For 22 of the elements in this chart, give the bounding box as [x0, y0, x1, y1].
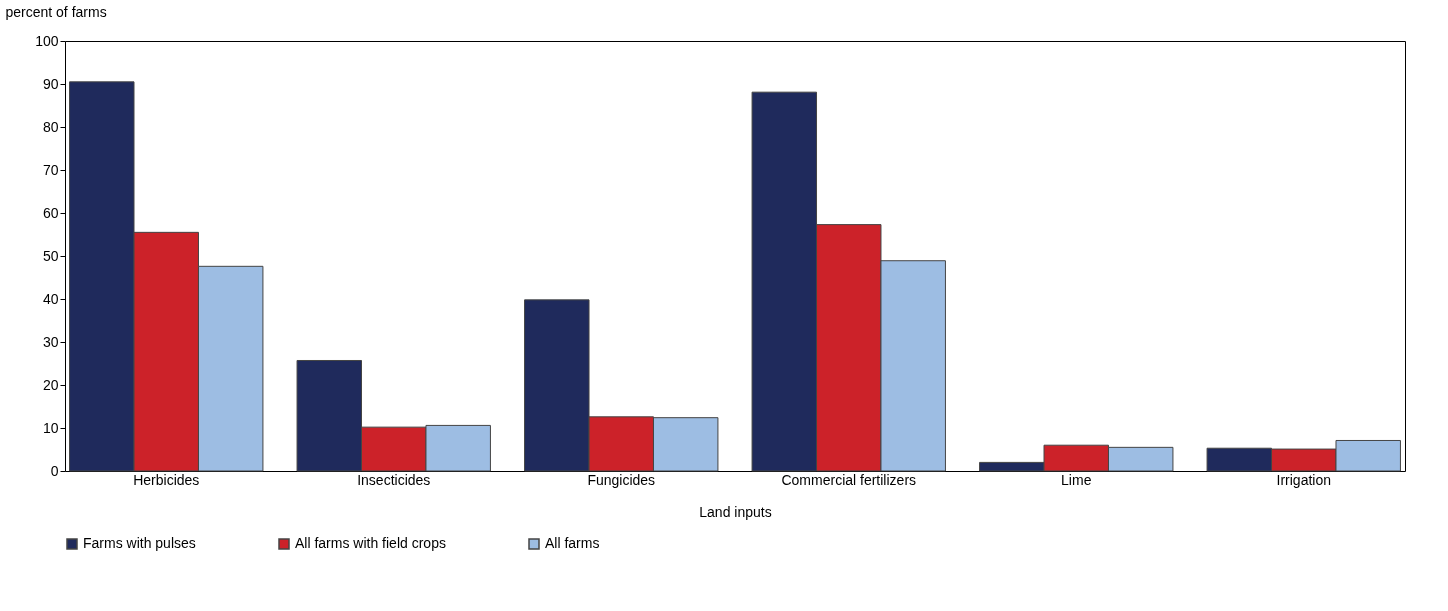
- legend-label: All farms with field crops: [295, 535, 446, 551]
- y-tick-label: 0: [50, 462, 59, 479]
- y-tick-label: 90: [42, 75, 59, 92]
- y-tick-label: 30: [42, 333, 59, 350]
- y-tick-label: 60: [42, 204, 59, 221]
- x-tick-label: Herbicides: [133, 471, 200, 488]
- x-tick-label: Irrigation: [1276, 471, 1331, 488]
- y-tick-label: 70: [42, 161, 59, 178]
- y-tick-label: 20: [42, 376, 59, 393]
- y-tick-label: 40: [42, 290, 59, 307]
- y-tick-label: 10: [42, 419, 59, 436]
- x-tick-label: Insecticides: [357, 471, 431, 488]
- x-tick-label: Lime: [1061, 471, 1092, 488]
- x-axis-title: Land inputs: [699, 503, 772, 520]
- x-tick-label: Fungicides: [587, 471, 656, 488]
- y-tick-label: 50: [42, 247, 59, 264]
- y-tick-label: 100: [35, 32, 59, 49]
- legend-label: All farms: [545, 535, 600, 551]
- legend-label: Farms with pulses: [83, 535, 196, 551]
- y-tick-label: 80: [42, 118, 59, 135]
- x-tick-label: Commercial fertilizers: [781, 471, 917, 488]
- y-axis-title: percent of farms: [5, 3, 107, 20]
